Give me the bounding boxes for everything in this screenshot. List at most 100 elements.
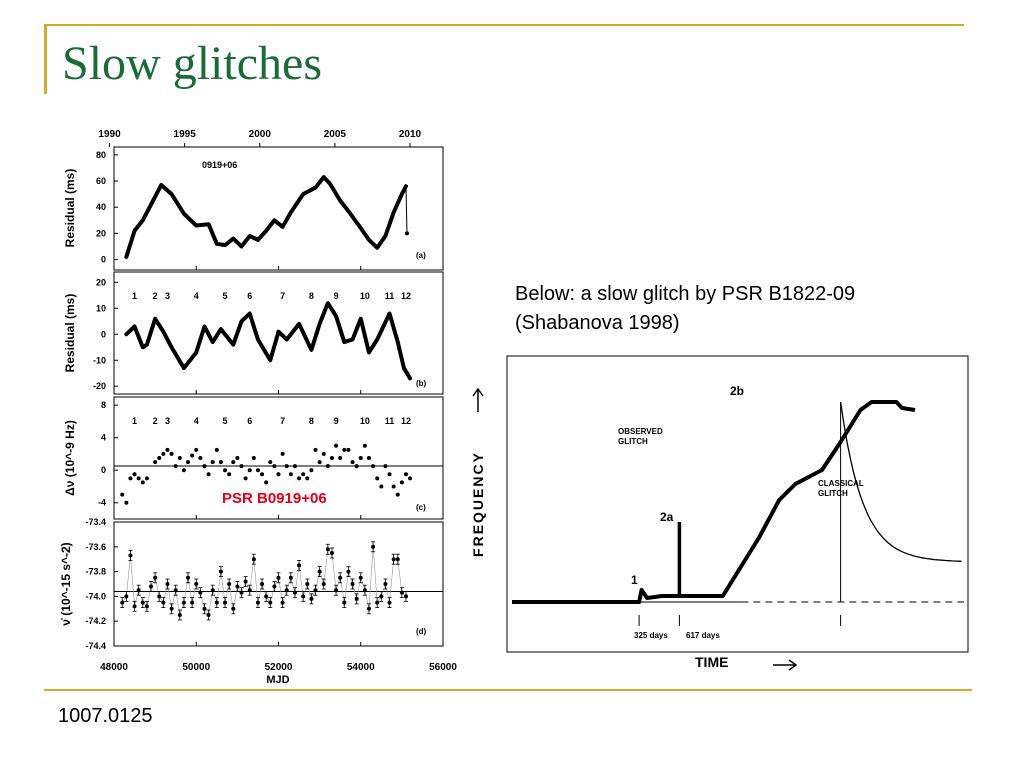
data-point (235, 584, 240, 589)
data-point (181, 468, 186, 473)
y-tick-label: 20 (96, 277, 106, 287)
panel-b-label: (b) (416, 379, 427, 388)
x-tick-label: 54000 (347, 662, 375, 673)
year-tick-label: 2000 (249, 129, 272, 140)
data-point (375, 476, 380, 481)
data-point (399, 590, 404, 595)
panel-c-label: (c) (416, 503, 426, 512)
title-accent-bar (44, 24, 47, 94)
paper-reference: 1007.0125 (58, 705, 153, 727)
data-point (227, 582, 232, 586)
y-tick-label: -74.2 (85, 616, 106, 626)
glitch-number-label: 11 (385, 291, 395, 301)
glitch-number-label: 2 (153, 291, 158, 301)
data-point (399, 480, 404, 485)
glitch-point-2b-label: 2b (730, 384, 744, 398)
x-tick-label: 52000 (265, 662, 293, 673)
data-point (350, 460, 355, 465)
data-point (268, 600, 273, 605)
observed-glitch-curve (512, 400, 916, 604)
interval-617-label: 617 days (686, 631, 720, 640)
data-point (297, 476, 302, 481)
classical-glitch-label-2: GLITCH (818, 489, 848, 498)
data-point (268, 460, 273, 465)
data-point (198, 590, 203, 595)
data-point (169, 451, 174, 456)
data-point (276, 575, 281, 580)
frequency-arrow-icon (472, 387, 484, 412)
y-tick-label: 0 (101, 255, 106, 265)
y-tick-label: 10 (96, 303, 106, 313)
data-point (181, 600, 186, 605)
caption-line-2: (Shabanova 1998) (515, 312, 680, 334)
data-point (288, 575, 293, 580)
slide-title: Slow glitches (62, 37, 322, 90)
data-point (276, 472, 281, 477)
data-point (153, 575, 158, 580)
data-point (251, 557, 256, 562)
panel-d-label: (d) (416, 627, 427, 636)
data-point (194, 447, 199, 452)
glitch-number-label: 9 (334, 416, 339, 426)
data-point (379, 594, 384, 599)
time-arrow-icon (773, 659, 798, 671)
bottom-rule (44, 689, 972, 691)
data-point (272, 584, 277, 589)
data-point (408, 476, 413, 481)
data-point (403, 594, 408, 599)
data-point (194, 582, 199, 586)
data-point (210, 460, 215, 465)
data-point (297, 563, 302, 568)
data-point (387, 600, 392, 605)
data-point (350, 582, 355, 586)
observed-glitch-label-2: GLITCH (618, 437, 648, 446)
glitch-number-label: 5 (223, 291, 228, 301)
top-rule (44, 24, 964, 26)
glitch-number-label: 12 (401, 416, 411, 426)
data-point (358, 575, 363, 580)
data-point (260, 472, 265, 477)
data-point (214, 447, 219, 452)
y-tick-label: 60 (96, 176, 106, 186)
data-point (264, 480, 269, 485)
data-point (338, 456, 343, 460)
data-point (403, 472, 408, 477)
data-point (346, 447, 351, 452)
glitch-number-label: 3 (165, 291, 170, 301)
data-point (305, 582, 310, 586)
data-point (395, 492, 400, 497)
pulsar-annotation-a: 0919+06 (202, 160, 237, 170)
year-tick-label: 1990 (98, 129, 121, 140)
x-tick-label: 56000 (429, 662, 457, 673)
data-point (223, 468, 228, 473)
slow-glitch-frame (506, 355, 969, 653)
connector-line (121, 546, 407, 616)
y-tick-label: 80 (96, 150, 106, 160)
glitch-number-label: 4 (194, 291, 199, 301)
data-point (362, 443, 367, 448)
data-point (214, 600, 219, 605)
outlier-connector (405, 186, 408, 234)
glitch-number-label: 1 (132, 291, 137, 301)
glitch-number-label: 5 (223, 416, 228, 426)
data-point (251, 456, 256, 460)
y-tick-label: -73.4 (85, 517, 106, 527)
glitch-number-label: 6 (247, 416, 252, 426)
data-point (387, 472, 392, 477)
glitch-number-label: 2 (153, 416, 158, 426)
glitch-point-2a-label: 2a (660, 510, 674, 524)
data-point (120, 600, 125, 605)
y-tick-label: 0 (101, 329, 106, 339)
panel-a: 0 20 40 60 80 (96, 150, 444, 270)
data-point (210, 588, 215, 593)
data-point (144, 476, 149, 481)
time-axis-label: TIME (695, 654, 728, 670)
panel-a-ylabel: Residual (ms) (63, 169, 77, 248)
data-point (177, 613, 182, 617)
data-point (231, 460, 236, 465)
x-tick-label: 48000 (100, 662, 128, 673)
data-point (161, 451, 166, 456)
data-point (342, 600, 347, 605)
